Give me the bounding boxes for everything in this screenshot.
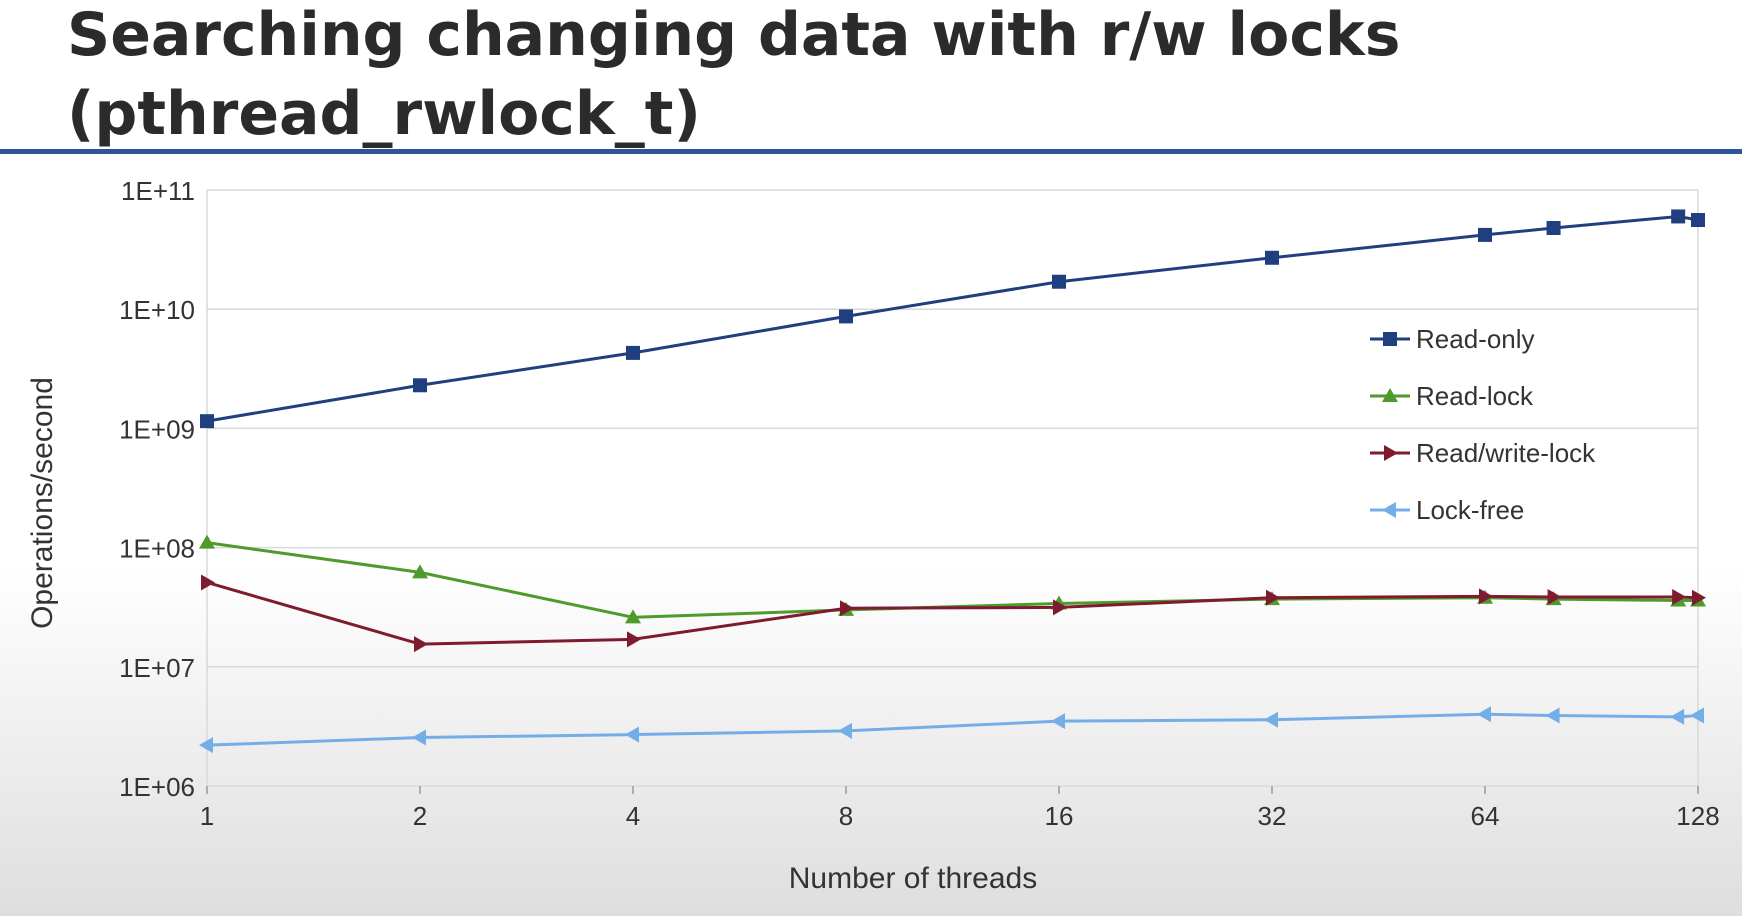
series-read-write-lock [201,574,1706,653]
data-point-read-only [626,345,640,360]
data-point-read-write-lock [201,574,215,591]
x-tick-label: 32 [1258,801,1287,831]
y-tick-label: 1E+08 [119,534,195,564]
legend-item-read-write-lock: Read/write-lock [1370,438,1596,468]
chart-axes: 1E+06 1E+07 1E+08 1E+09 1E+10 1E+11 1 2 4 8 16 32 64… [119,176,1720,831]
legend-item-read-only: Read-only [1370,324,1535,354]
x-tick-label: 16 [1045,801,1074,831]
data-point-read-only [413,378,427,393]
data-point-lock-free [199,737,213,754]
x-tick-label: 4 [626,801,640,831]
legend-label: Lock-free [1416,495,1524,525]
title-divider [0,149,1742,154]
legend-label: Read-lock [1416,381,1534,411]
legend-item-lock-free: Lock-free [1370,495,1524,525]
x-tick-label: 1 [200,801,214,831]
legend-item-read-lock: Read-lock [1370,381,1534,411]
data-point-read-only [1478,227,1492,242]
x-tick-label: 8 [839,801,853,831]
data-point-lock-free [1477,706,1491,723]
chart-legend: Read-only Read-lock Read/write-lock Lock-fr… [1370,324,1596,525]
data-point-read-write-lock [1672,589,1687,606]
y-axis-title: Operations/second [26,377,59,629]
slide-title: Searching changing data with r/w locks (… [67,0,1687,154]
series-line-read-write-lock [206,581,1699,646]
data-point-read-write-lock [1053,599,1067,616]
y-tick-label: 1E+10 [119,295,195,325]
data-point-read-only [1691,213,1705,228]
series-read-only [200,209,1705,429]
series-line-read-lock [206,541,1698,619]
series-line-read-only [206,214,1699,423]
legend-swatch-marker [1383,332,1397,346]
y-tick-label: 1E+09 [119,414,195,444]
data-point-read-only [1265,250,1279,265]
data-point-read-write-lock [1266,589,1280,606]
legend-label: Read/write-lock [1416,438,1596,468]
chart-series [199,209,1706,754]
data-point-read-only [1546,220,1561,235]
data-point-read-lock [199,534,215,549]
data-point-read-only [839,309,853,324]
data-point-read-write-lock [414,636,428,653]
data-point-read-write-lock [627,631,641,648]
data-point-lock-free [1690,707,1704,724]
slide-title-line-1: Searching changing data with r/w locks [67,0,1401,70]
y-tick-label: 1E+07 [119,653,195,683]
data-point-read-write-lock [1692,589,1706,606]
legend-label: Read-only [1416,324,1535,354]
data-point-read-only [1052,274,1066,289]
x-tick-label: 2 [413,801,427,831]
y-tick-label: 1E+11 [121,176,195,206]
data-point-lock-free [1051,713,1065,730]
data-point-lock-free [1545,707,1560,724]
data-point-read-write-lock [840,600,854,617]
x-tick-label: 128 [1676,801,1719,831]
legend-swatch-marker [1382,502,1396,518]
legend-swatch-marker [1384,445,1398,461]
series-lock-free [199,706,1704,754]
slide-title-line-2: (pthread_rwlock_t) [67,79,701,149]
y-tick-label: 1E+06 [119,772,195,802]
data-point-lock-free [1670,708,1685,725]
data-point-lock-free [412,729,426,746]
x-tick-label: 64 [1471,801,1500,831]
data-point-lock-free [838,722,852,739]
legend-swatch-marker [1382,388,1398,402]
data-point-read-lock [412,564,428,579]
data-point-read-lock [625,609,641,624]
data-point-read-only [200,414,214,429]
data-point-read-write-lock [1479,588,1493,605]
x-axis-title: Number of threads [789,862,1037,895]
chart-gridlines [206,189,1699,787]
series-line-lock-free [206,712,1699,747]
data-point-lock-free [1264,711,1278,728]
data-point-lock-free [625,726,639,743]
data-point-read-write-lock [1547,589,1562,606]
data-point-read-only [1671,209,1686,224]
